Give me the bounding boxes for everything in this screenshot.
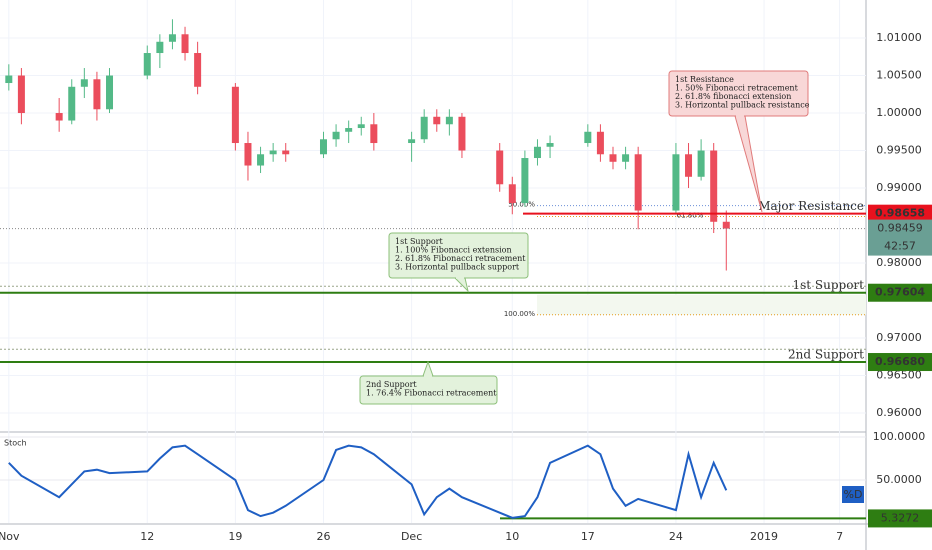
osc-level-box xyxy=(868,509,932,528)
candle-body xyxy=(596,131,604,155)
level-price-box xyxy=(868,353,932,372)
last-price-box xyxy=(868,219,932,256)
candle-body xyxy=(168,34,176,42)
candle-body xyxy=(93,79,101,110)
level-price: 0.98658 xyxy=(875,207,925,220)
candle-body xyxy=(345,128,353,132)
level-price-box xyxy=(868,204,932,223)
x-tick-label: 17 xyxy=(581,530,595,543)
candle-body xyxy=(257,154,265,166)
level-name: Major Resistance xyxy=(758,199,864,213)
candle-body xyxy=(282,150,290,155)
annotation-line: 2. 61.8% fibonacci extension xyxy=(675,92,791,101)
y-tick-label: 1.00000 xyxy=(876,106,922,119)
candle-body xyxy=(319,139,327,155)
annotation-line: 2. 61.8% Fibonacci retracement xyxy=(395,254,526,263)
candle-body xyxy=(609,154,617,162)
level-name: 1st Support xyxy=(792,278,864,292)
x-tick-label: 19 xyxy=(228,530,242,543)
candle-body xyxy=(420,116,428,140)
level-price-box xyxy=(868,283,932,302)
candle-body xyxy=(231,86,239,144)
candle-body xyxy=(156,41,164,54)
candle-body xyxy=(194,53,202,87)
level-name: 2nd Support xyxy=(788,348,864,362)
fib-label: 100.00% xyxy=(504,310,535,318)
annotation-line: 2nd Support xyxy=(366,380,417,389)
candle-body xyxy=(408,139,416,144)
candle-body xyxy=(622,154,630,162)
x-tick-label: 10 xyxy=(505,530,519,543)
candle-body xyxy=(722,221,730,229)
candle-body xyxy=(357,124,365,129)
candle-body xyxy=(445,116,453,125)
fib-label: 61.80% xyxy=(677,212,704,220)
countdown: 42:57 xyxy=(884,240,916,253)
osc-legend-box xyxy=(842,486,864,503)
candle-body xyxy=(433,116,441,125)
fib-zone xyxy=(537,294,866,315)
candle-body xyxy=(508,184,516,204)
annotation-line: 3. Horizontal pullback support xyxy=(395,263,520,272)
last-price: 0.98459 xyxy=(877,222,923,235)
fib-label: 50.00% xyxy=(508,201,535,209)
candle-body xyxy=(521,158,529,204)
level-price: 0.97604 xyxy=(875,286,925,299)
candle-body xyxy=(332,131,340,140)
y-tick-label: 1.01000 xyxy=(876,31,922,44)
candle-body xyxy=(546,143,554,147)
candle-body xyxy=(685,154,693,177)
y-tick-label: 0.99500 xyxy=(876,144,922,157)
osc-tick-label: 100.0000 xyxy=(873,430,926,443)
annotation-line: 1st Resistance xyxy=(675,75,734,84)
y-tick-label: 0.96000 xyxy=(876,406,922,419)
y-tick-label: 0.98000 xyxy=(876,256,922,269)
annotation-line: 3. Horizontal pullback resistance xyxy=(675,101,810,110)
candle-body xyxy=(584,131,592,144)
candle-body xyxy=(80,79,88,87)
x-tick-label: Nov xyxy=(0,530,20,543)
candle-body xyxy=(181,34,189,54)
annotation-line: 1. 76.4% Fibonacci retracement xyxy=(366,389,497,398)
candle-body xyxy=(55,113,63,121)
candle-body xyxy=(17,75,25,114)
candle-body xyxy=(458,116,466,151)
candle-body xyxy=(5,75,13,84)
candle-body xyxy=(244,143,252,166)
candle-body xyxy=(496,150,504,185)
x-tick-label: 2019 xyxy=(750,530,778,543)
candle-body xyxy=(672,154,680,211)
candle-body xyxy=(370,124,378,144)
x-tick-label: 24 xyxy=(669,530,683,543)
y-tick-label: 0.99000 xyxy=(876,181,922,194)
osc-legend: %D xyxy=(844,488,863,501)
annotation-line: 1. 50% Fibonacci retracement xyxy=(675,84,799,93)
candle-body xyxy=(68,86,76,121)
level-price: 0.96680 xyxy=(875,355,925,368)
candle-body xyxy=(634,154,642,211)
annotation-line: 1. 100% Fibonacci extension xyxy=(395,246,512,255)
candle-body xyxy=(143,53,151,76)
osc-level-label: 5.3272 xyxy=(881,511,920,524)
candle-body xyxy=(269,150,277,155)
osc-name: Stoch xyxy=(4,439,27,448)
x-tick-label: 26 xyxy=(316,530,330,543)
osc-line xyxy=(8,444,728,519)
x-tick-label: 12 xyxy=(140,530,154,543)
x-tick-label: 7 xyxy=(836,530,843,543)
candle-body xyxy=(533,146,541,159)
y-tick-label: 1.00500 xyxy=(876,69,922,82)
y-tick-label: 0.96500 xyxy=(876,369,922,382)
candle-body xyxy=(697,150,705,177)
y-tick-label: 0.97000 xyxy=(876,331,922,344)
osc-tick-label: 50.0000 xyxy=(876,473,922,486)
candle-body xyxy=(106,75,114,110)
annotation-line: 1st Support xyxy=(395,237,443,246)
candle-body xyxy=(710,150,718,222)
x-tick-label: Dec xyxy=(401,530,422,543)
